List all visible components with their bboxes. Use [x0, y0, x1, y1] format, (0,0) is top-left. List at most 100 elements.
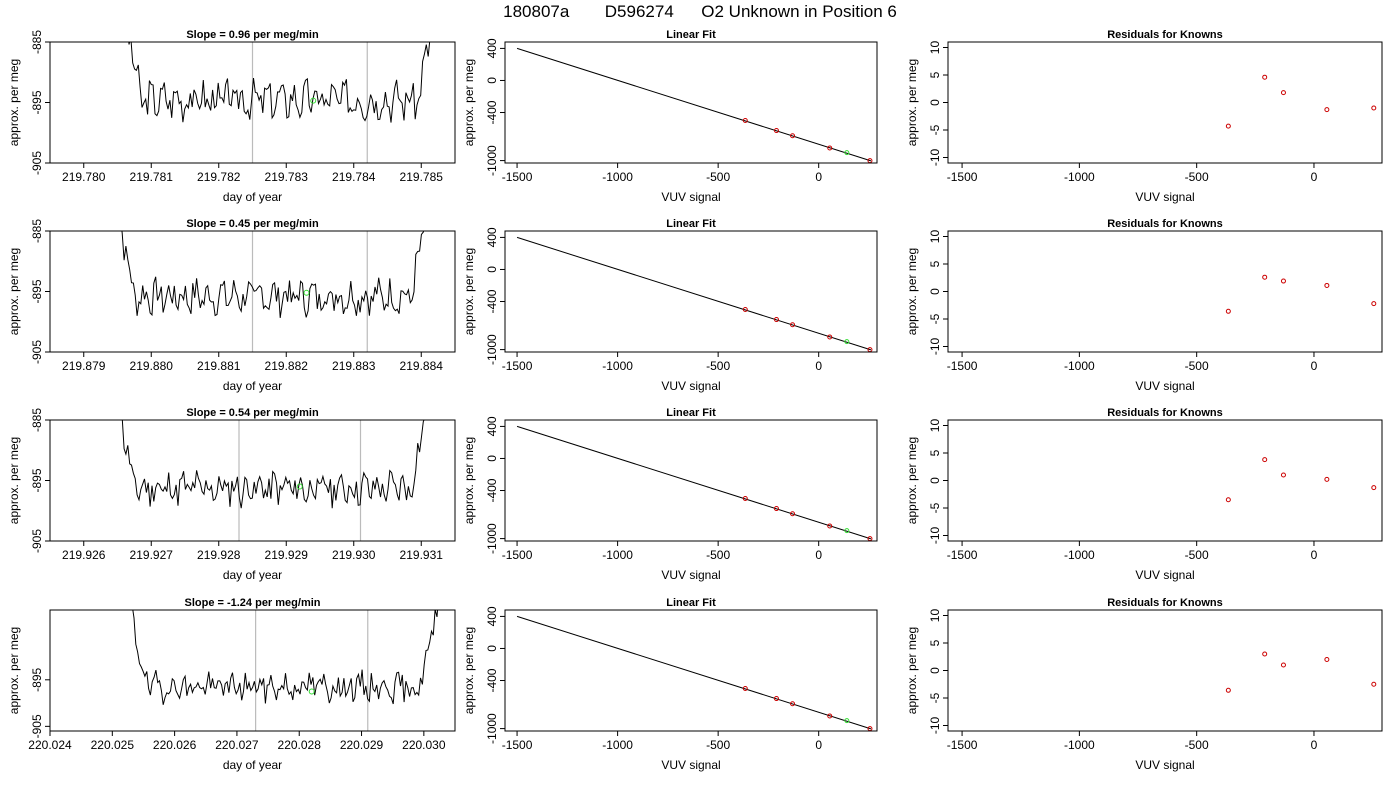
residual-point [1225, 308, 1231, 314]
x-axis-label: day of year [223, 568, 282, 582]
known-point [773, 317, 779, 323]
y-tick-label: 0 [928, 288, 942, 295]
residual-point [1280, 90, 1286, 96]
x-tick-label: 219.882 [265, 359, 309, 373]
x-tick-label: -1500 [502, 359, 533, 373]
y-tick-label: 400 [485, 38, 499, 58]
x-tick-label: 220.030 [402, 738, 446, 752]
y-tick-label: -10 [928, 338, 942, 356]
trace-line [121, 231, 425, 318]
y-tick-label: -5 [928, 692, 942, 703]
plot-area [516, 236, 873, 352]
panel-title: Linear Fit [666, 597, 716, 609]
y-tick-label: 400 [485, 416, 499, 436]
residual-point [1324, 282, 1330, 288]
y-tick-label: -5 [928, 124, 942, 135]
panel-3-2: Linear Fit-1500 -1000 -500 04000-400-1000VU… [462, 407, 878, 582]
y-axis-label: approx. per meg [7, 437, 21, 524]
plot-area [121, 420, 425, 541]
y-tick-label: -885 [30, 408, 44, 432]
unknown-point [296, 483, 303, 490]
y-tick-label: -1000 [485, 523, 499, 554]
panel-1-1: Slope = 0.96 per meg/min 219.780 219.781 21… [7, 29, 456, 204]
plot-area [132, 610, 439, 731]
x-tick-label: 0 [815, 359, 822, 373]
fit-line [516, 615, 872, 730]
y-tick-label: 400 [485, 606, 499, 626]
known-point [790, 511, 796, 517]
y-axis-label: approx. per meg [462, 437, 476, 524]
y-tick-label: -885 [30, 219, 44, 243]
x-axis-label: VUV signal [661, 379, 720, 393]
plot-area [1225, 274, 1377, 314]
unknown-description: O2 Unknown in Position 6 [701, 2, 897, 21]
x-tick-label: 219.784 [332, 170, 376, 184]
plot-frame [947, 419, 1383, 542]
x-axis-label: VUV signal [661, 758, 720, 772]
y-axis-label: approx. per meg [905, 627, 919, 714]
y-axis-label: approx. per meg [462, 59, 476, 146]
residual-point [1262, 274, 1268, 280]
plot-frame [947, 41, 1383, 164]
plot-frame [504, 41, 878, 164]
plot-area [1225, 74, 1377, 129]
plot-frame [504, 609, 878, 732]
plot-frame [947, 609, 1383, 732]
panel-title: Residuals for Knowns [1107, 597, 1223, 609]
panel-2-1: Slope = 0.45 per meg/min 219.879 219.880 21… [7, 218, 456, 393]
unknown-point [844, 718, 850, 724]
x-tick-label: 219.927 [130, 548, 174, 562]
plot-frame [49, 609, 456, 732]
x-tick-label: 220.026 [153, 738, 197, 752]
x-tick-label: 0 [1311, 359, 1318, 373]
y-tick-label: -400 [485, 100, 499, 124]
panel-title: Residuals for Knowns [1107, 407, 1223, 419]
y-tick-label: 0 [485, 77, 499, 84]
panel-title: Linear Fit [666, 218, 716, 230]
x-tick-label: 219.884 [400, 359, 444, 373]
known-point [827, 713, 833, 719]
x-tick-label: 219.883 [332, 359, 376, 373]
x-tick-label: 219.880 [130, 359, 174, 373]
known-point [773, 128, 779, 134]
residual-point [1262, 457, 1268, 463]
plot-frame [504, 419, 878, 542]
fit-line [516, 47, 872, 162]
y-tick-label: -10 [928, 717, 942, 735]
residual-point [1280, 278, 1286, 284]
y-tick-label: 0 [928, 99, 942, 106]
plot-frame [947, 230, 1383, 353]
known-point [790, 133, 796, 139]
plot-frame [504, 230, 878, 353]
known-point [827, 334, 833, 340]
known-point [742, 118, 748, 124]
known-point [790, 322, 796, 328]
y-tick-label: -10 [928, 149, 942, 167]
residual-point [1371, 485, 1377, 491]
x-axis-label: VUV signal [1135, 758, 1194, 772]
plot-area [516, 47, 873, 163]
x-tick-label: -1500 [947, 548, 978, 562]
y-tick-label: -905 [30, 340, 44, 364]
y-tick-label: -905 [30, 151, 44, 175]
x-tick-label: -1000 [602, 548, 633, 562]
x-tick-label: 219.781 [130, 170, 174, 184]
x-tick-label: 219.926 [62, 548, 106, 562]
x-tick-label: -1000 [1064, 548, 1095, 562]
x-axis-label: VUV signal [661, 190, 720, 204]
x-axis-label: day of year [223, 758, 282, 772]
y-tick-label: 0 [485, 455, 499, 462]
y-tick-label: 10 [928, 41, 942, 55]
x-axis-label: VUV signal [1135, 379, 1194, 393]
known-point [827, 145, 833, 151]
plot-area [516, 615, 873, 731]
x-tick-label: 220.028 [278, 738, 322, 752]
x-tick-label: -1000 [602, 738, 633, 752]
residual-point [1262, 651, 1268, 657]
y-tick-label: -1000 [485, 334, 499, 365]
unknown-point [310, 97, 317, 104]
y-tick-label: -895 [30, 279, 44, 303]
x-tick-label: -500 [706, 548, 730, 562]
unknown-point [308, 688, 315, 695]
panel-2-3: Residuals for Knowns -1500 -1000 -500 0 10 5 0 -… [905, 218, 1383, 393]
